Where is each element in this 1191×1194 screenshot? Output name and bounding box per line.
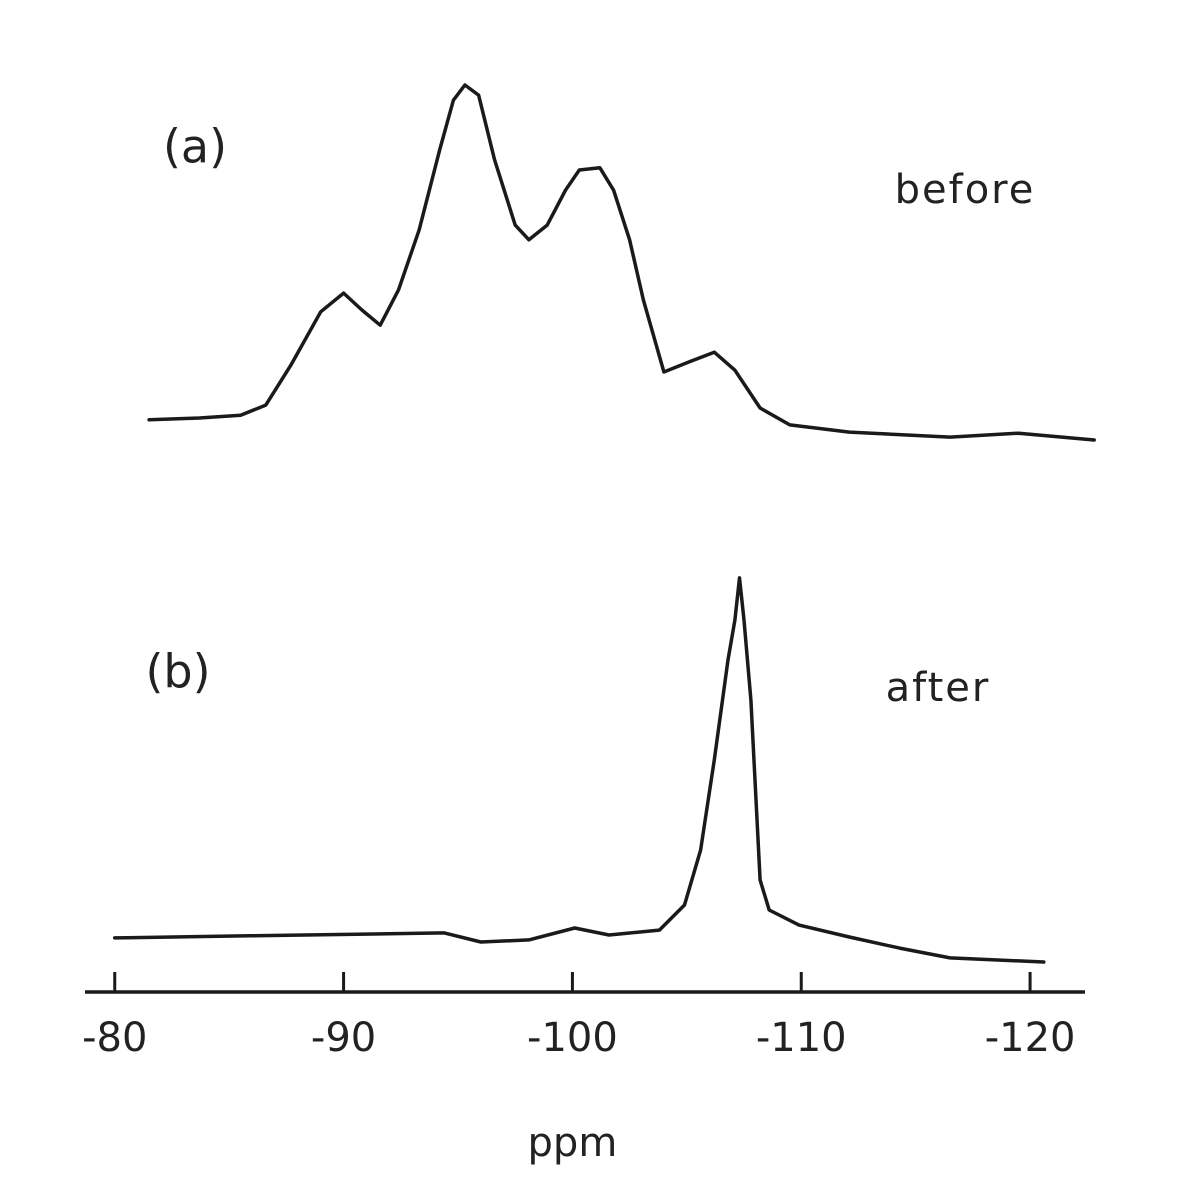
x-tick-label: -120 [985, 1015, 1076, 1061]
x-tick-label: -80 [82, 1015, 147, 1061]
x-tick-label: -110 [756, 1015, 847, 1061]
legend-label: after [886, 665, 991, 711]
x-tick-label: -90 [311, 1015, 376, 1061]
x-axis-label: ppm [528, 1120, 618, 1166]
legend-label: before [895, 167, 1036, 213]
panel-label: (b) [145, 645, 210, 699]
panel-label: (a) [163, 120, 227, 174]
spectrum-line [112, 576, 1046, 964]
x-tick-label: -100 [527, 1015, 618, 1061]
spectrum-line [147, 83, 1096, 442]
